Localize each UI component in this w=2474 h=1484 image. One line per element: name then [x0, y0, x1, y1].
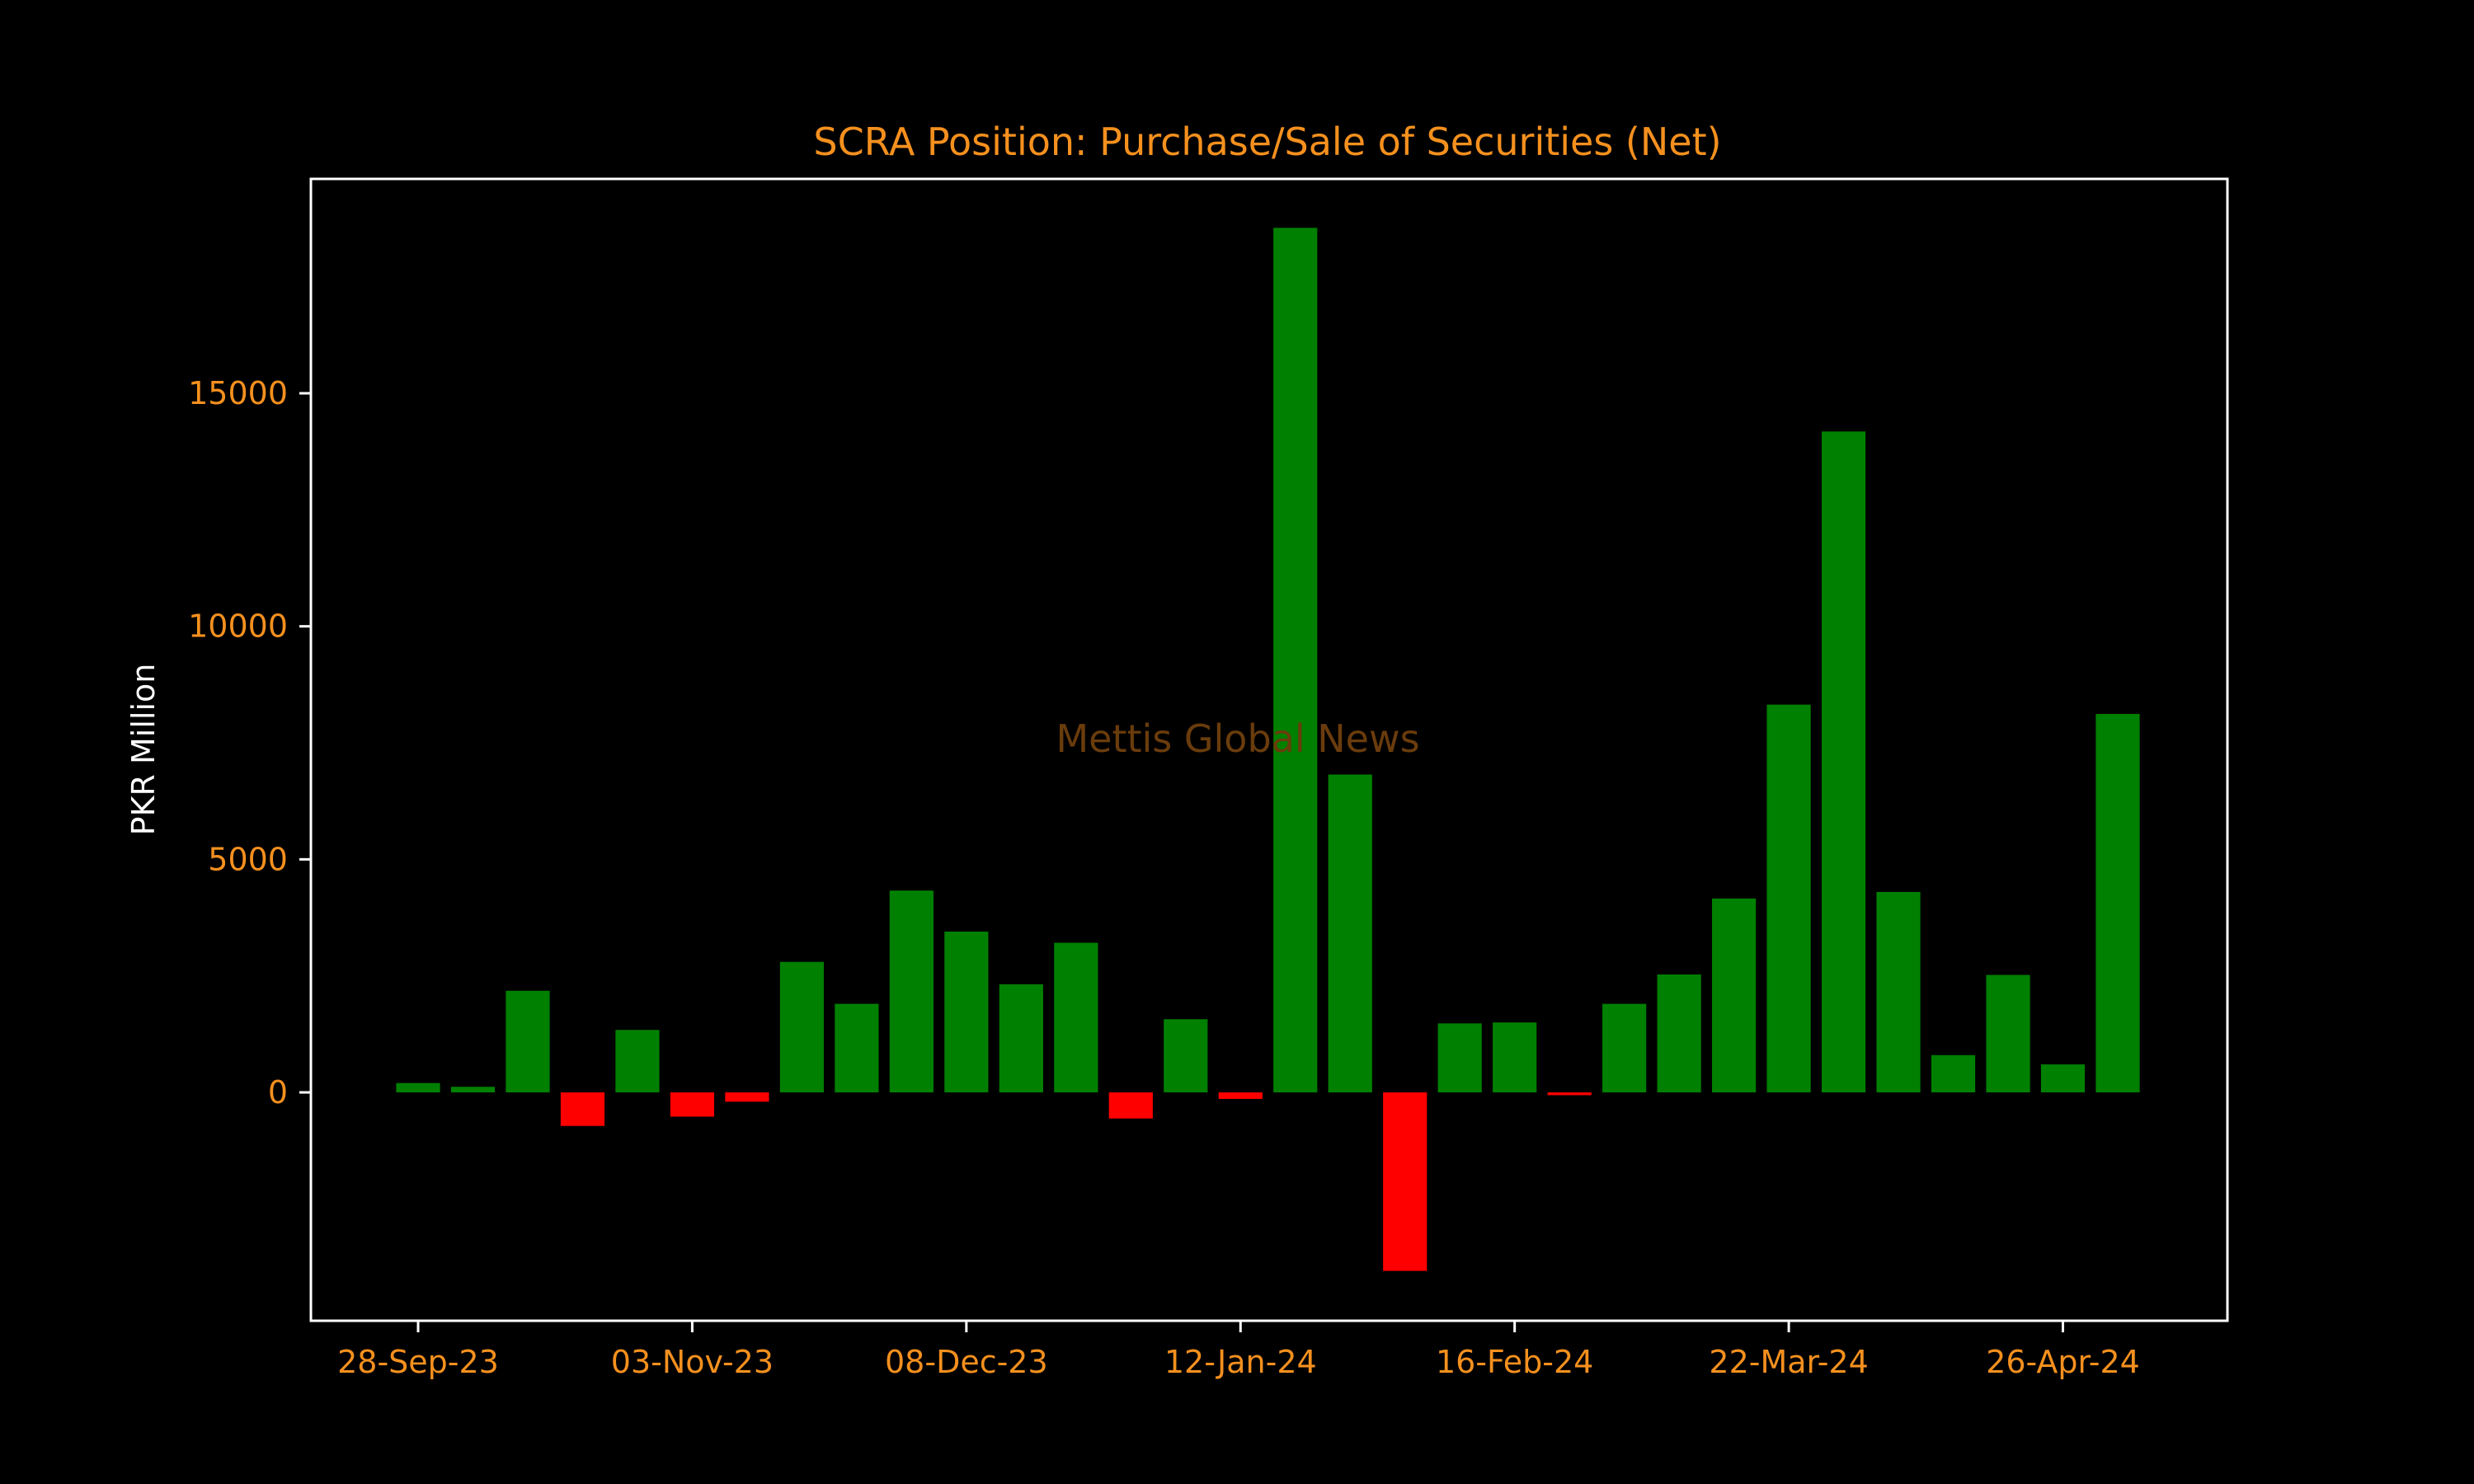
y-tick-label: 15000: [188, 375, 288, 411]
bar-22-Mar-24: [1766, 704, 1811, 1092]
bar-10-Nov-23: [725, 1092, 769, 1102]
bar-15-Mar-24: [1712, 898, 1757, 1092]
bar-05-Jan-24: [1164, 1019, 1208, 1092]
y-tick-label: 10000: [188, 608, 288, 645]
bar-23-Feb-24: [1547, 1092, 1592, 1096]
bar-27-Oct-23: [615, 1030, 660, 1092]
bar-01-Dec-23: [889, 890, 934, 1092]
bar-12-Jan-24: [1218, 1092, 1263, 1099]
x-tick-label: 28-Sep-23: [337, 1344, 499, 1380]
bar-20-Oct-23: [560, 1092, 605, 1126]
x-tick-label: 12-Jan-24: [1164, 1344, 1317, 1380]
y-axis-label: PKR Million: [125, 664, 162, 836]
bar-01-Mar-24: [1602, 1003, 1647, 1092]
bar-24-Nov-23: [835, 1003, 879, 1092]
x-tick-label: 08-Dec-23: [885, 1344, 1048, 1380]
bar-06-Oct-23: [450, 1087, 496, 1092]
bar-09-Feb-24: [1437, 1023, 1482, 1092]
bar-26-Jan-24: [1328, 774, 1372, 1092]
plot-frame: [309, 177, 2229, 1322]
bar-16-Feb-24: [1493, 1022, 1537, 1092]
x-tick-label: 16-Feb-24: [1436, 1344, 1593, 1380]
x-tick-label: 22-Mar-24: [1709, 1344, 1868, 1380]
y-tick-label: 5000: [208, 841, 288, 877]
bars-group: [396, 228, 2140, 1271]
bar-12-Apr-24: [1931, 1054, 1976, 1092]
bar-17-Nov-23: [779, 961, 824, 1092]
x-tick-label: 03-Nov-23: [611, 1344, 774, 1380]
watermark: Mettis Global News: [1056, 716, 1419, 761]
x-axis-ticks: 28-Sep-23 03-Nov-23 08-Dec-23 12-Jan-24 16-F…: [337, 1321, 2140, 1380]
x-tick-label: 26-Apr-24: [1986, 1344, 2140, 1380]
bar-03-Nov-23: [670, 1092, 715, 1117]
bar-08-Mar-24: [1657, 974, 1701, 1092]
bar-29-Mar-24: [1821, 431, 1866, 1092]
bar-02-Feb-24: [1383, 1092, 1427, 1271]
bar-19-Jan-24: [1273, 228, 1318, 1092]
y-tick-label: 0: [268, 1074, 288, 1111]
bar-15-Dec-23: [999, 984, 1043, 1092]
bar-29-Dec-23: [1108, 1092, 1153, 1119]
bar-22-Dec-23: [1054, 942, 1098, 1092]
bar-19-Apr-24: [1986, 974, 2030, 1092]
bar-26-Apr-24: [2040, 1064, 2086, 1092]
bar-08-Dec-23: [944, 931, 989, 1092]
y-axis-ticks: 0 5000 10000 15000: [188, 375, 311, 1111]
chart-title: SCRA Position: Purchase/Sale of Securiti…: [813, 120, 1721, 164]
bar-28-Sep-23: [396, 1082, 440, 1092]
bar-03-May-24: [2095, 713, 2140, 1092]
bar-05-Apr-24: [1876, 891, 1921, 1092]
bar-13-Oct-23: [506, 990, 550, 1092]
